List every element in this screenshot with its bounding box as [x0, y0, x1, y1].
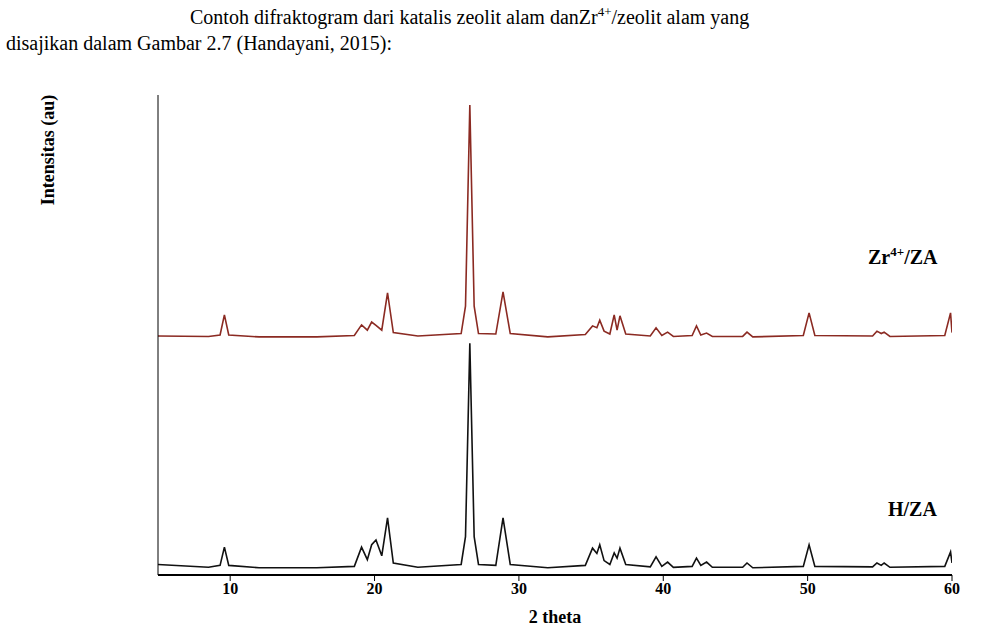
svg-text:2 theta: 2 theta: [529, 607, 582, 627]
svg-text:30: 30: [511, 580, 527, 597]
html-text:Contoh difraktogram dari katal: Contoh difraktogram dari katalis zeolit …: [190, 4, 750, 28]
svg-text:10: 10: [222, 580, 238, 597]
html-text:H/ZA: H/ZA: [888, 498, 937, 520]
svg-text:20: 20: [367, 580, 383, 597]
svg-text:50: 50: [800, 580, 816, 597]
svg-text:60: 60: [944, 580, 960, 597]
html-text:Zr4+/ZA: Zr4+/ZA: [868, 244, 938, 268]
html-text:disajikan dalam Gambar 2.7 (Ha: disajikan dalam Gambar 2.7 (Handayani, 2…: [6, 32, 392, 54]
svg-text:40: 40: [655, 580, 671, 597]
html-text:Intensitas (au): Intensitas (au): [37, 94, 58, 206]
